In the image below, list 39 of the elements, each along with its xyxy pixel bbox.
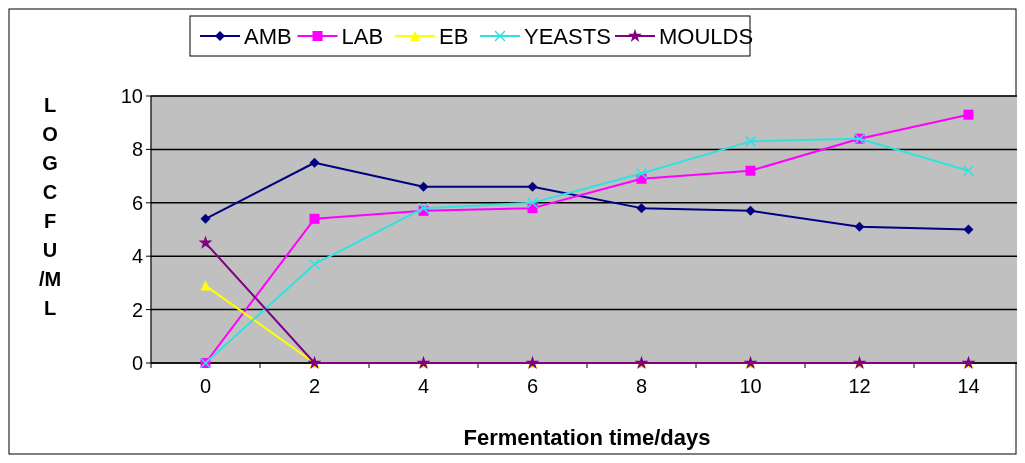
point — [854, 221, 865, 232]
y-tick-label: 10 — [120, 85, 143, 107]
legend-label: AMB — [244, 23, 292, 49]
x-tick-label: 2 — [308, 375, 321, 397]
y-tick-label: 0 — [131, 352, 143, 374]
x-tick-label: 12 — [848, 375, 871, 397]
point — [744, 135, 757, 148]
x-tick-label: 6 — [526, 375, 539, 397]
point — [200, 213, 211, 224]
x-tick-label: 4 — [417, 375, 430, 397]
legend-label: MOULDS — [659, 23, 754, 49]
y-tick-label: 8 — [131, 138, 143, 161]
point — [963, 109, 974, 120]
point — [962, 165, 975, 177]
legend-label: LAB — [341, 23, 384, 49]
point — [745, 165, 756, 176]
point — [635, 167, 648, 180]
point — [309, 213, 320, 224]
point — [527, 181, 538, 192]
x-tick-label: 8 — [635, 375, 648, 397]
y-tick-label: 4 — [131, 245, 143, 268]
x-tick-label: 10 — [739, 375, 762, 397]
point — [308, 258, 321, 270]
y-tick-label: 2 — [131, 298, 143, 321]
point — [198, 235, 213, 249]
point — [309, 157, 320, 168]
y-tick-label: 6 — [131, 191, 143, 214]
x-tick-label: 0 — [199, 375, 212, 397]
x-tick-label: 14 — [957, 375, 980, 397]
x-axis-title: Fermentation time/days — [463, 425, 711, 450]
point — [526, 197, 539, 209]
point — [636, 203, 647, 214]
point — [200, 280, 211, 291]
point — [745, 205, 756, 216]
point — [963, 224, 974, 235]
legend-label: EB — [439, 23, 469, 49]
legend-label: YEASTS — [524, 23, 611, 49]
y-axis-title: LOGCFU/ML — [38, 94, 62, 319]
point — [418, 181, 429, 192]
